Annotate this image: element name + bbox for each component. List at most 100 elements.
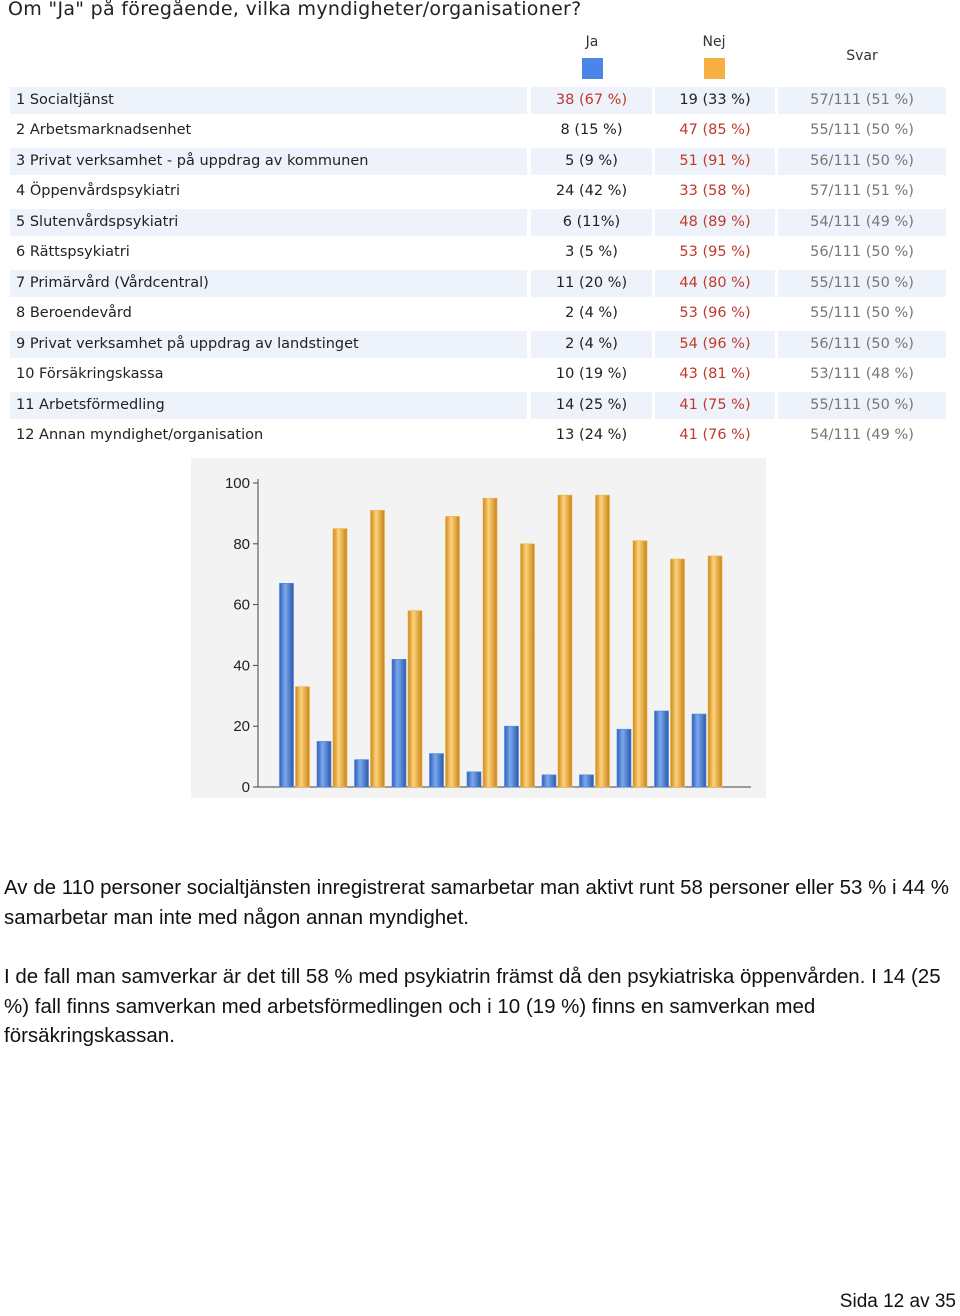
table-row: 8 Beroendevård 2 (4 %) 53 (96 %) 55/111 (50… (10, 300, 946, 327)
bar (520, 543, 535, 788)
table-row: 12 Annan myndighet/organisation 13 (24 %)… (10, 422, 946, 449)
row-label: 10 Försäkringskassa (16, 366, 164, 383)
svar-cell: 54/111 (49 %) (778, 208, 946, 236)
bar (295, 686, 310, 788)
nej-cell: 43 (81 %) (679, 366, 751, 383)
bar (632, 540, 648, 788)
row-label: 8 Beroendevård (16, 305, 132, 322)
nej-cell: 47 (85 %) (679, 122, 751, 139)
table-row: 5 Slutenvårdspsykiatri 6 (11%) 48 (89 %) 54… (10, 208, 946, 236)
ja-cell: 3 (5 %) (565, 244, 618, 261)
ja-cell: 24 (42 %) (555, 183, 628, 200)
ja-cell: 5 (9 %) (531, 147, 652, 175)
ja-cell: 14 (25 %) (531, 391, 652, 419)
table-row: 11 Arbetsförmedling 14 (25 %) 41 (75 %) 55/… (10, 391, 946, 419)
bar (595, 494, 610, 788)
svar-cell: 55/111 (50 %) (810, 305, 914, 322)
paragraph: I de fall man samverkar är det till 58 %… (4, 965, 941, 1048)
row-label: 7 Primärvård (Vårdcentral) (10, 269, 527, 297)
svar-cell: 57/111 (51 %) (810, 183, 914, 200)
nej-cell: 41 (76 %) (679, 426, 751, 443)
svar-cell: 56/111 (50 %) (810, 244, 914, 261)
svar-cell: 56/111 (50 %) (778, 330, 946, 358)
ja-cell: 6 (11%) (531, 208, 652, 236)
row-label: 11 Arbetsförmedling (10, 391, 527, 419)
bar (616, 728, 632, 788)
bar (504, 725, 519, 788)
svar-cell: 53/111 (48 %) (810, 366, 914, 383)
y-tick-label: 60 (233, 597, 250, 614)
ja-cell: 13 (24 %) (555, 426, 628, 443)
bar (579, 774, 594, 788)
svar-cell: 57/111 (51 %) (778, 87, 946, 114)
y-tick-label: 20 (233, 718, 250, 735)
bar (407, 610, 423, 788)
table-row: 7 Primärvård (Vårdcentral) 11 (20 %) 44 (8… (10, 269, 946, 297)
paragraph: Av de 110 personer socialtjänsten inregi… (4, 876, 950, 929)
row-label: 4 Öppenvårdspsykiatri (16, 183, 181, 200)
bar (557, 494, 573, 788)
y-tick-label: 0 (242, 779, 250, 796)
table-row: 10 Försäkringskassa 10 (19 %) 43 (81 %) 53/… (10, 361, 946, 388)
row-label: 6 Rättspsykiatri (16, 244, 130, 261)
bar (541, 774, 557, 788)
svar-cell: 55/111 (50 %) (810, 122, 914, 139)
table-row: 4 Öppenvårdspsykiatri 24 (42 %) 33 (58 %) 5… (10, 178, 946, 205)
bar (654, 710, 669, 788)
nej-cell: 48 (89 %) (655, 208, 775, 236)
y-tick-label: 80 (233, 536, 250, 553)
row-label: 2 Arbetsmarknadsenhet (16, 122, 192, 139)
table-row: 2 Arbetsmarknadsenhet 8 (15 %) 47 (85 %) 55… (10, 117, 946, 144)
nej-cell: 33 (58 %) (679, 183, 751, 200)
bar (445, 516, 460, 788)
svar-cell: 54/111 (49 %) (810, 426, 914, 443)
table-row: 9 Privat verksamhet på uppdrag av landst… (10, 330, 946, 358)
bar (279, 583, 294, 788)
ja-cell: 2 (4 %) (531, 330, 652, 358)
page-footer: Sida 12 av 35 (839, 1291, 956, 1312)
legend-swatch (582, 58, 603, 79)
bar (316, 741, 332, 788)
bar (429, 753, 444, 788)
bar (332, 528, 348, 788)
chart: 020406080100123456789101112 (191, 458, 766, 798)
bar (370, 510, 385, 788)
nej-cell: 19 (33 %) (655, 87, 775, 114)
ja-cell: 11 (20 %) (531, 269, 652, 297)
table-row: 6 Rättspsykiatri 3 (5 %) 53 (95 %) 56/111 (… (10, 239, 946, 266)
column-header: Ja (585, 34, 599, 50)
bar (482, 497, 498, 788)
ja-cell: 10 (19 %) (555, 366, 628, 383)
nej-cell: 53 (95 %) (679, 244, 751, 261)
y-tick-label: 40 (233, 657, 250, 674)
bar (670, 558, 685, 788)
bar (707, 555, 723, 788)
nej-cell: 53 (96 %) (679, 305, 751, 322)
ja-cell: 2 (4 %) (565, 305, 618, 322)
row-label: 12 Annan myndighet/organisation (16, 426, 264, 443)
table-row: 1 Socialtjänst 38 (67 %) 19 (33 %) 57/111 (… (10, 87, 946, 114)
bar (691, 713, 707, 788)
svar-cell: 56/111 (50 %) (778, 147, 946, 175)
legend-swatch (704, 58, 725, 79)
bar (466, 771, 482, 788)
row-label: 3 Privat verksamhet - på uppdrag av komm… (10, 147, 527, 175)
svar-cell: 55/111 (50 %) (778, 269, 946, 297)
nej-cell: 54 (96 %) (655, 330, 775, 358)
row-label: 1 Socialtjänst (10, 87, 527, 114)
svar-cell: 55/111 (50 %) (778, 391, 946, 419)
column-header: Nej (702, 34, 726, 50)
nej-cell: 41 (75 %) (655, 391, 775, 419)
row-label: 5 Slutenvårdspsykiatri (10, 208, 527, 236)
ja-cell: 8 (15 %) (560, 122, 623, 139)
table-row: 3 Privat verksamhet - på uppdrag av komm… (10, 147, 946, 175)
nej-cell: 44 (80 %) (655, 269, 775, 297)
y-tick-label: 100 (225, 475, 250, 492)
bar (391, 659, 407, 788)
ja-cell: 38 (67 %) (531, 87, 652, 114)
nej-cell: 51 (91 %) (655, 147, 775, 175)
question-title: Om "Ja" på föregående, vilka myndigheter… (8, 0, 582, 20)
bar (354, 759, 369, 788)
